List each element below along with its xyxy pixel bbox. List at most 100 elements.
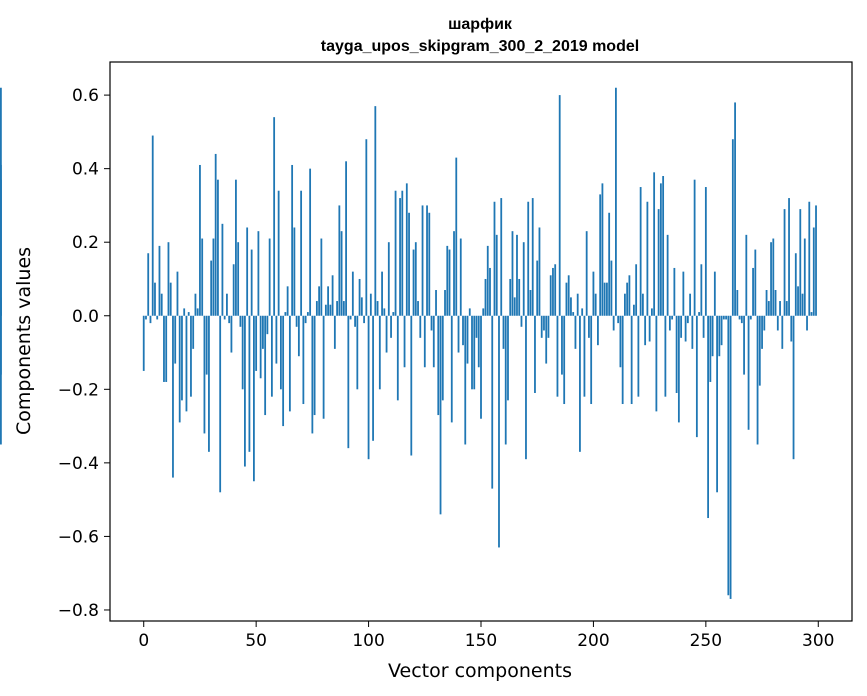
bar — [503, 316, 505, 349]
bar — [264, 316, 266, 415]
chart-title: шарфик — [448, 16, 513, 33]
bar — [599, 194, 601, 315]
bar — [655, 316, 657, 412]
bar — [244, 316, 246, 467]
bar — [413, 250, 415, 316]
x-tick-label: 200 — [577, 631, 609, 651]
bar — [179, 316, 181, 423]
bar — [631, 316, 633, 404]
bar — [455, 158, 457, 316]
y-tick-label: −0.6 — [58, 527, 99, 547]
bar — [658, 209, 660, 316]
bar — [458, 316, 460, 353]
bar — [408, 213, 410, 316]
bar — [509, 279, 511, 316]
bar — [550, 275, 552, 315]
bar — [487, 246, 489, 316]
bar — [307, 312, 309, 316]
bar — [491, 316, 493, 489]
bar — [575, 316, 577, 349]
bar — [759, 316, 761, 386]
bar — [381, 272, 383, 316]
bar — [410, 316, 412, 456]
bar — [399, 198, 401, 316]
bar — [437, 316, 439, 415]
bar — [327, 286, 329, 315]
bar — [163, 316, 165, 382]
bar — [442, 316, 444, 401]
bar — [705, 187, 707, 316]
bar — [424, 316, 426, 367]
bar — [300, 191, 302, 316]
bar — [548, 316, 550, 338]
bar — [320, 239, 322, 316]
y-tick-label: −0.4 — [58, 454, 99, 474]
bar — [190, 316, 192, 397]
bar — [595, 294, 597, 316]
bar — [419, 316, 421, 338]
bar — [251, 250, 253, 316]
bar — [428, 213, 430, 316]
bar — [521, 316, 523, 327]
x-tick-label: 250 — [690, 631, 722, 651]
bar — [786, 301, 788, 316]
bar — [258, 231, 260, 316]
bar — [611, 261, 613, 316]
bar — [177, 272, 179, 316]
bar — [217, 180, 219, 316]
bar — [727, 316, 729, 596]
bar — [172, 316, 174, 478]
bar — [329, 305, 331, 316]
bar — [709, 316, 711, 382]
bar — [309, 169, 311, 316]
bar — [195, 294, 197, 316]
bar — [482, 308, 484, 315]
bar — [577, 294, 579, 316]
bar — [383, 308, 385, 315]
bar — [620, 316, 622, 367]
bar — [240, 316, 242, 327]
bar — [714, 272, 716, 316]
bar — [802, 294, 804, 316]
bar — [534, 316, 536, 393]
bar — [273, 117, 275, 316]
bar — [730, 316, 732, 599]
bar — [210, 261, 212, 316]
bar — [707, 316, 709, 518]
bar — [161, 294, 163, 316]
x-axis-label: Vector components — [388, 660, 572, 682]
bar — [725, 316, 727, 320]
y-tick-label: 0.2 — [72, 233, 99, 253]
bar — [379, 316, 381, 390]
bar — [539, 227, 541, 315]
bar — [561, 316, 563, 375]
bar — [784, 209, 786, 316]
bar — [343, 301, 345, 316]
bar — [199, 165, 201, 316]
bar — [543, 316, 545, 331]
bar — [453, 231, 455, 316]
bar — [752, 268, 754, 316]
bar — [602, 183, 604, 315]
x-tick-label: 50 — [245, 631, 267, 651]
bar — [0, 165, 2, 316]
bar — [586, 231, 588, 316]
bar — [374, 106, 376, 316]
x-axis-ticks: 0 50 100 150 200 250 300 — [138, 621, 834, 651]
bar — [338, 205, 340, 315]
bar — [772, 239, 774, 316]
bar — [462, 316, 464, 345]
bar — [377, 301, 379, 316]
bar — [143, 316, 145, 371]
y-tick-label: 0.4 — [72, 160, 99, 180]
bar — [476, 316, 478, 338]
bar — [516, 235, 518, 316]
y-axis-label: Components values — [13, 247, 35, 435]
bar — [165, 316, 167, 382]
bar — [559, 95, 561, 316]
bar — [750, 316, 752, 320]
bar — [718, 316, 720, 356]
bar — [790, 316, 792, 342]
bar — [469, 308, 471, 315]
y-tick-label: 0.6 — [72, 86, 99, 106]
